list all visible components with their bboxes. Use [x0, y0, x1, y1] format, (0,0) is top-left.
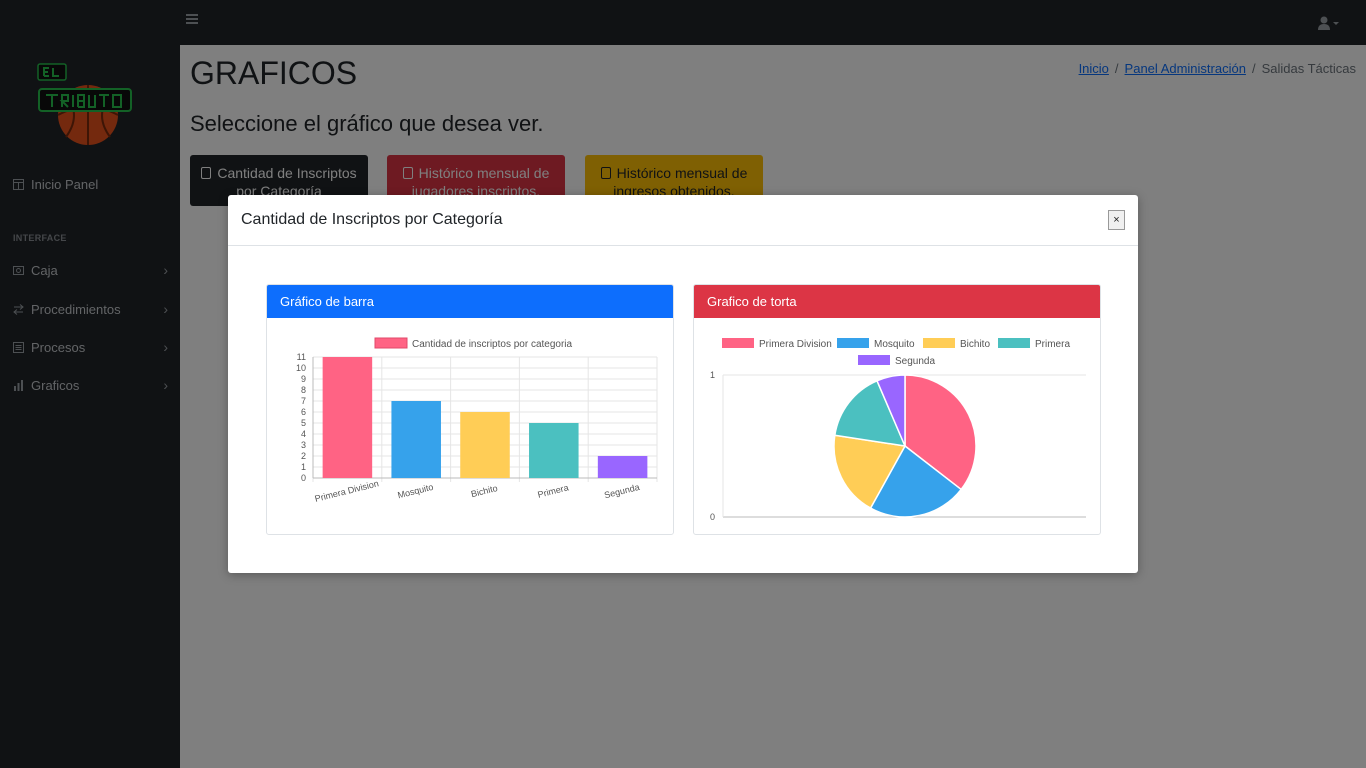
- x-tick-label: Primera: [537, 482, 570, 499]
- y-tick-label: 9: [301, 374, 306, 384]
- pie-slice: [904, 374, 977, 491]
- close-button[interactable]: ×: [1108, 210, 1125, 230]
- bar: [460, 412, 510, 478]
- y-tick-label: 1: [710, 370, 715, 380]
- legend-swatch: [374, 337, 408, 349]
- legend-swatch: [722, 338, 754, 348]
- y-tick-label: 3: [301, 440, 306, 450]
- pie-chart: Primera Division Mosquito Bichito Primera Se…: [710, 338, 1086, 522]
- legend-swatch: [923, 338, 955, 348]
- y-tick-label: 5: [301, 418, 306, 428]
- y-tick-label: 6: [301, 407, 306, 417]
- legend-swatch: [858, 355, 890, 365]
- y-tick-label: 0: [710, 512, 715, 522]
- bar: [391, 401, 441, 478]
- legend-label: Bichito: [960, 339, 990, 350]
- y-tick-label: 8: [301, 385, 306, 395]
- y-tick-label: 1: [301, 462, 306, 472]
- legend-swatch: [998, 338, 1030, 348]
- pie-chart-card: Grafico de torta Primera Division Mosquit…: [693, 284, 1101, 535]
- x-tick-label: Primera Division: [314, 478, 380, 504]
- bar: [322, 357, 373, 478]
- pie-slice: [833, 379, 907, 447]
- y-tick-label: 11: [297, 352, 306, 362]
- x-tick-label: Mosquito: [397, 482, 435, 501]
- y-tick-label: 10: [296, 363, 306, 373]
- modal-header: Cantidad de Inscriptos por Categoría ×: [228, 195, 1138, 246]
- legend-label: Primera: [1035, 339, 1070, 350]
- x-tick-label: Segunda: [603, 482, 640, 500]
- modal-title: Cantidad de Inscriptos por Categoría: [241, 211, 503, 228]
- y-tick-label: 0: [301, 473, 306, 483]
- y-tick-label: 2: [301, 451, 306, 461]
- bar-chart: Cantidad de inscriptos por categoria 0123…: [296, 337, 658, 504]
- bar: [597, 456, 648, 478]
- chart-modal: Cantidad de Inscriptos por Categoría × G…: [228, 195, 1138, 573]
- legend-label: Mosquito: [874, 339, 915, 350]
- legend-swatch: [837, 338, 869, 348]
- bar: [529, 423, 579, 478]
- pie-slice: [833, 434, 907, 510]
- x-tick-label: Bichito: [470, 483, 499, 499]
- bar-card-title: Gráfico de barra: [267, 285, 673, 318]
- y-tick-label: 7: [301, 396, 306, 406]
- bar-chart-card: Gráfico de barra Cantidad de inscriptos …: [266, 284, 674, 535]
- pie-card-title: Grafico de torta: [694, 285, 1100, 318]
- pie-slice: [876, 374, 906, 447]
- legend-label: Primera Division: [759, 339, 832, 350]
- legend-label: Cantidad de inscriptos por categoria: [412, 339, 573, 350]
- legend-label: Segunda: [895, 356, 935, 367]
- y-tick-label: 4: [301, 429, 306, 439]
- pie-slice: [869, 444, 963, 518]
